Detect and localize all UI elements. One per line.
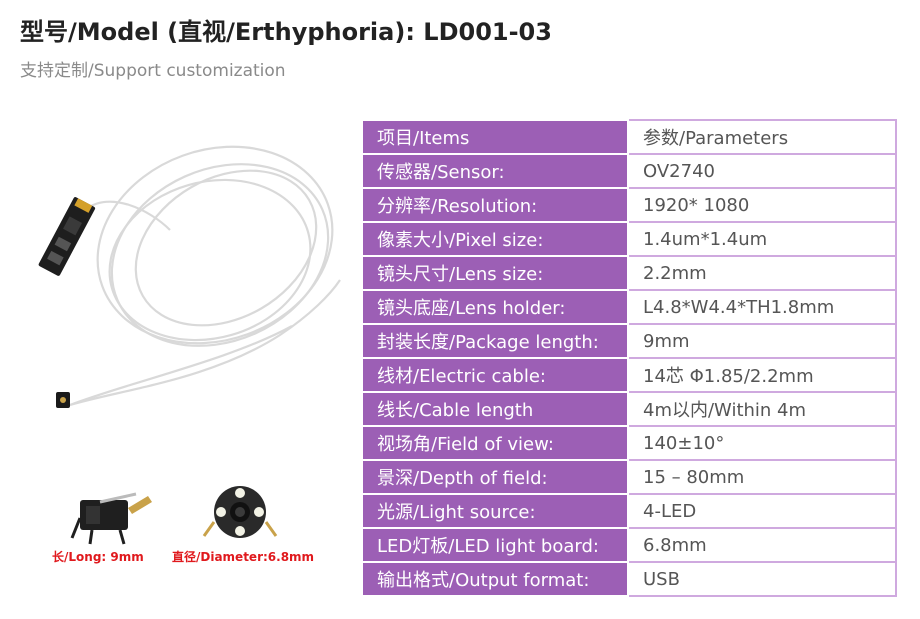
spec-value: 1.4um*1.4um <box>627 221 897 257</box>
table-row: 像素大小/Pixel size: 1.4um*1.4um <box>361 221 897 257</box>
table-row: 光源/Light source: 4-LED <box>361 493 897 529</box>
table-row: 输出格式/Output format: USB <box>361 561 897 597</box>
table-row: 线长/Cable length 4m以内/Within 4m <box>361 391 897 427</box>
header-items: 项目/Items <box>361 119 629 155</box>
spec-value: OV2740 <box>627 153 897 189</box>
spec-value: 4-LED <box>627 493 897 529</box>
endoscope-camera-module-icon <box>38 145 341 408</box>
header-parameters: 参数/Parameters <box>627 119 897 155</box>
product-image <box>30 120 350 440</box>
spec-value: 140±10° <box>627 425 897 461</box>
table-row: 景深/Depth of field: 15 – 80mm <box>361 459 897 495</box>
spec-key: 封装长度/Package length: <box>361 323 629 359</box>
spec-key: 像素大小/Pixel size: <box>361 221 629 257</box>
table-row: 镜头底座/Lens holder: L4.8*W4.4*TH1.8mm <box>361 289 897 325</box>
page-subtitle: 支持定制/Support customization <box>20 61 286 81</box>
spec-table: 项目/Items 参数/Parameters 传感器/Sensor: OV2740… <box>361 119 897 597</box>
spec-value: 14芯 Φ1.85/2.2mm <box>627 357 897 393</box>
camera-front-view-led-icon <box>202 486 278 538</box>
table-header-row: 项目/Items 参数/Parameters <box>361 119 897 155</box>
spec-key: 输出格式/Output format: <box>361 561 629 597</box>
spec-key: 镜头底座/Lens holder: <box>361 289 629 325</box>
camera-front-view-image <box>174 478 314 548</box>
spec-value: 15 – 80mm <box>627 459 897 495</box>
spec-key: 镜头尺寸/Lens size: <box>361 255 629 291</box>
page-title: 型号/Model (直视/Erthyphoria): LD001-03 <box>20 18 552 46</box>
spec-key: 传感器/Sensor: <box>361 153 629 189</box>
spec-value: 6.8mm <box>627 527 897 563</box>
spec-key: 视场角/Field of view: <box>361 425 629 461</box>
spec-value: 9mm <box>627 323 897 359</box>
table-row: 线材/Electric cable: 14芯 Φ1.85/2.2mm <box>361 357 897 393</box>
table-row: 传感器/Sensor: OV2740 <box>361 153 897 189</box>
diameter-caption: 直径/Diameter:6.8mm <box>172 550 315 564</box>
table-row: 分辨率/Resolution: 1920* 1080 <box>361 187 897 223</box>
length-caption: 长/Long: 9mm <box>52 550 144 564</box>
table-row: LED灯板/LED light board: 6.8mm <box>361 527 897 563</box>
camera-side-view-image <box>40 478 180 548</box>
table-row: 封装长度/Package length: 9mm <box>361 323 897 359</box>
spec-value: 4m以内/Within 4m <box>627 391 897 427</box>
camera-side-view-icon <box>70 492 152 545</box>
spec-value: USB <box>627 561 897 597</box>
spec-key: 景深/Depth of field: <box>361 459 629 495</box>
spec-value: L4.8*W4.4*TH1.8mm <box>627 289 897 325</box>
spec-key: 分辨率/Resolution: <box>361 187 629 223</box>
spec-value: 2.2mm <box>627 255 897 291</box>
spec-key: 光源/Light source: <box>361 493 629 529</box>
spec-key: 线材/Electric cable: <box>361 357 629 393</box>
spec-value: 1920* 1080 <box>627 187 897 223</box>
table-row: 镜头尺寸/Lens size: 2.2mm <box>361 255 897 291</box>
spec-key: 线长/Cable length <box>361 391 629 427</box>
spec-key: LED灯板/LED light board: <box>361 527 629 563</box>
table-row: 视场角/Field of view: 140±10° <box>361 425 897 461</box>
